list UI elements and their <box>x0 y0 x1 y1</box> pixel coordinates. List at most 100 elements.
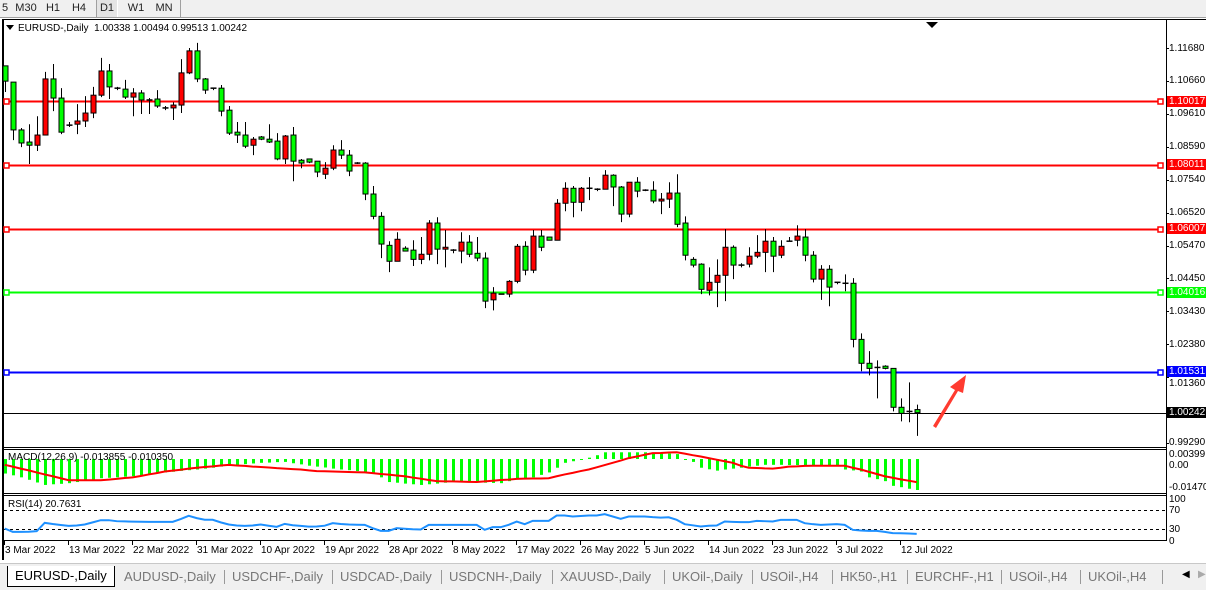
macd-histogram-bar <box>724 459 727 470</box>
macd-histogram-bar <box>188 459 191 471</box>
candle <box>714 259 721 308</box>
macd-histogram-bar <box>124 459 127 477</box>
scroll-tabs-left-icon[interactable]: ◀ <box>1182 569 1190 580</box>
chart-tab[interactable]: USDCAD-,Daily <box>340 569 432 584</box>
chart-tab[interactable]: XAUUSD-,Daily <box>560 569 652 584</box>
timeframe-d1-button[interactable]: D1 <box>96 0 118 17</box>
candle <box>50 63 57 112</box>
macd-histogram-bar <box>700 459 703 468</box>
candle-body <box>666 192 673 200</box>
level-handle-right <box>1157 369 1164 376</box>
timeframe-mn-button[interactable]: MN <box>155 2 173 14</box>
macd-histogram-bar <box>508 459 511 482</box>
date-tick-label: 28 Apr 2022 <box>389 545 443 556</box>
chart-tab[interactable]: USDCNH-,Daily <box>449 569 542 584</box>
candle <box>882 365 889 370</box>
candle <box>866 351 873 376</box>
chart-tab[interactable]: UKOil-,Daily <box>672 569 743 584</box>
chart-tab[interactable]: USDCHF-,Daily <box>232 569 323 584</box>
chart-tab[interactable]: USOil-,H4 <box>760 569 819 584</box>
candle <box>18 128 25 148</box>
level-handle-left <box>3 369 10 376</box>
candle <box>354 162 361 165</box>
candle-body <box>850 282 857 340</box>
timeframe-m5-button[interactable]: 5 <box>1 2 9 14</box>
chart-tab[interactable]: EURCHF-,H1 <box>915 569 994 584</box>
candle-body <box>554 202 561 241</box>
macd-histogram-bar <box>540 459 543 475</box>
chart-shift-marker-icon[interactable] <box>926 22 938 28</box>
candle <box>170 102 177 121</box>
macd-histogram-bar <box>780 459 783 465</box>
macd-histogram-bar <box>4 459 7 474</box>
chart-tab[interactable]: HK50-,H1 <box>840 569 898 584</box>
macd-histogram-bar <box>340 459 343 470</box>
chart-tab[interactable]: EURUSD-,Daily <box>7 566 115 587</box>
macd-histogram-bar <box>852 459 855 471</box>
candle <box>482 252 489 309</box>
timeframe-m30-button[interactable]: M30 <box>15 2 37 14</box>
candle-body <box>818 268 825 280</box>
candle <box>898 398 905 422</box>
candle <box>82 96 89 128</box>
scroll-tabs-right-icon[interactable]: ▶ <box>1198 569 1206 580</box>
chart-tab[interactable]: USOil-,H4 <box>1009 569 1068 584</box>
macd-histogram-bar <box>180 459 183 471</box>
candle <box>754 235 761 259</box>
candle <box>258 135 265 141</box>
rsi-line <box>4 513 917 535</box>
candle-body <box>154 98 161 107</box>
macd-histogram-bar <box>380 459 383 478</box>
candle-body <box>306 158 313 163</box>
candle <box>234 121 241 144</box>
macd-histogram-bar <box>196 459 199 470</box>
macd-histogram-bar <box>396 459 399 483</box>
macd-histogram-bar <box>300 459 303 465</box>
macd-histogram-bar <box>348 459 351 471</box>
timeframe-h1-button[interactable]: H1 <box>45 2 61 14</box>
tab-divider <box>441 570 442 584</box>
macd-axis-label: 0.00 <box>1169 460 1189 472</box>
candle <box>178 59 185 114</box>
candle-body <box>362 162 369 195</box>
macd-indicator <box>4 451 919 490</box>
chart-tab[interactable]: UKOil-,H4 <box>1088 569 1147 584</box>
price-tick-label: 1.04450 <box>1169 272 1206 284</box>
level-handle-left <box>3 226 10 233</box>
macd-histogram-bar <box>668 453 671 459</box>
timeframe-h4-button[interactable]: H4 <box>71 2 87 14</box>
red-arrow-annotation-icon[interactable] <box>933 375 966 428</box>
price-tick-label: 1.10660 <box>1169 75 1206 87</box>
candle <box>266 124 273 144</box>
candle-body <box>330 149 337 169</box>
macd-histogram-bar <box>436 459 439 484</box>
rsi-indicator <box>4 510 1166 535</box>
candle-body <box>426 222 433 255</box>
macd-histogram-bar <box>860 459 863 472</box>
date-tick-label: 31 Mar 2022 <box>197 545 254 556</box>
macd-histogram-bar <box>556 459 559 468</box>
candle <box>378 212 385 259</box>
macd-histogram-bar <box>772 459 775 465</box>
candle-body <box>26 141 33 146</box>
chart-tab[interactable]: AUDUSD-,Daily <box>124 569 216 584</box>
macd-histogram-bar <box>148 459 151 475</box>
macd-histogram-bar <box>404 459 407 484</box>
dropdown-triangle-icon[interactable] <box>6 25 14 30</box>
macd-histogram-bar <box>156 459 159 474</box>
candle <box>530 230 537 274</box>
candle-body <box>770 240 777 257</box>
timeframe-w1-button[interactable]: W1 <box>127 2 145 14</box>
candle <box>458 232 465 264</box>
macd-histogram-bar <box>220 459 223 467</box>
chart-window[interactable] <box>2 19 1206 560</box>
macd-histogram-bar <box>828 459 831 466</box>
price-tick-label: 1.08590 <box>1169 141 1206 152</box>
candle <box>274 133 281 161</box>
candle <box>194 42 201 83</box>
level-price-label: 1.08011 <box>1167 159 1206 171</box>
candle-body <box>674 192 681 225</box>
macd-histogram-bar <box>228 459 231 466</box>
candle <box>746 247 753 268</box>
